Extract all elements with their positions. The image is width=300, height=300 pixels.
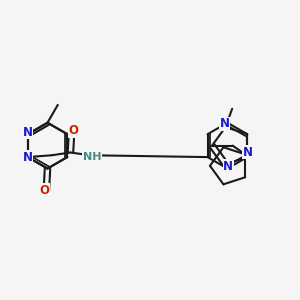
- Text: N: N: [23, 125, 33, 139]
- Text: N: N: [23, 151, 33, 164]
- Text: N: N: [242, 146, 252, 159]
- Text: O: O: [40, 184, 50, 197]
- Text: N: N: [219, 117, 230, 130]
- Text: O: O: [69, 124, 79, 137]
- Text: N: N: [223, 160, 233, 173]
- Text: NH: NH: [83, 152, 101, 162]
